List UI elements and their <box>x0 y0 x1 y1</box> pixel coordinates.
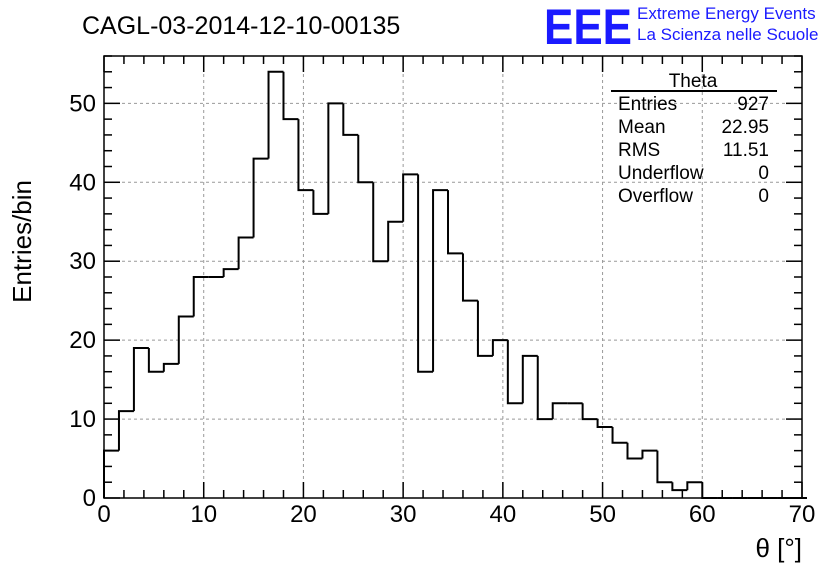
stats-label: Overflow <box>618 186 693 207</box>
histogram-bin <box>177 315 194 364</box>
histogram-bin <box>192 276 209 317</box>
histogram-bin <box>252 157 269 238</box>
x-tick-label: 40 <box>490 501 517 528</box>
y-tick-label: 20 <box>69 327 96 354</box>
histogram-bin <box>312 190 329 215</box>
histogram-bin <box>447 190 463 255</box>
histogram-bin <box>671 482 688 492</box>
y-tick-label: 0 <box>83 485 96 512</box>
histogram-bin <box>432 189 449 372</box>
histogram-bin <box>357 134 374 184</box>
histogram-bin <box>626 442 643 460</box>
logo-line-2: La Scienza nelle Scuole <box>637 25 818 44</box>
x-tick-label: 70 <box>789 501 816 528</box>
histogram-bin <box>147 348 164 373</box>
stats-box-title: Theta <box>669 71 718 92</box>
histogram-bin <box>132 347 149 412</box>
histogram-bin <box>372 182 389 263</box>
histogram-bin <box>103 449 119 498</box>
stats-label: Entries <box>618 94 677 115</box>
stats-label: Underflow <box>618 163 704 184</box>
stats-label: RMS <box>618 140 660 161</box>
histogram-bin <box>461 253 478 302</box>
histogram-bin <box>581 403 598 421</box>
histogram-bin <box>476 300 493 357</box>
histogram-bin <box>417 174 434 373</box>
histogram-bin <box>596 419 613 428</box>
logo-eee-text: EEE <box>544 0 632 55</box>
histogram-bin <box>342 103 359 136</box>
histogram-bin <box>237 236 254 270</box>
stats-value: 0 <box>758 163 769 184</box>
y-tick-label: 40 <box>69 169 96 196</box>
eee-logo: EEE Extreme Energy Events La Scienza nel… <box>544 0 818 55</box>
histogram-bin <box>536 355 553 421</box>
stats-box: Theta Entries 927 Mean 22.95 RMS 11.51 Underfl… <box>611 71 777 207</box>
histogram-bin <box>521 354 538 404</box>
histogram-bin <box>267 70 284 159</box>
x-tick-label: 30 <box>390 501 417 528</box>
grid-lines <box>104 56 802 498</box>
histogram-bin <box>402 173 419 222</box>
y-tick-label: 50 <box>69 90 96 117</box>
histogram-bin <box>611 426 628 444</box>
chart-title: CAGL-03-2014-12-10-00135 <box>82 12 400 40</box>
axes: 0 10 20 30 40 50 60 70 0 10 20 30 40 50 <box>69 55 816 528</box>
histogram-bin <box>117 410 134 451</box>
histogram-bin <box>282 71 299 121</box>
y-axis-label: Entries/bin <box>7 180 37 303</box>
stats-label: Mean <box>618 117 666 138</box>
x-tick-label: 10 <box>190 501 217 528</box>
x-tick-label: 50 <box>589 501 616 528</box>
histogram-bin <box>551 402 568 420</box>
x-tick-label: 60 <box>689 501 716 528</box>
histogram-bin <box>327 102 344 214</box>
y-tick-label: 10 <box>69 406 96 433</box>
x-tick-label: 0 <box>97 501 110 528</box>
logo-line-1: Extreme Energy Events <box>637 4 816 23</box>
histogram-bin <box>222 268 239 277</box>
stats-value: 22.95 <box>721 117 769 138</box>
histogram-bars <box>103 70 807 499</box>
stats-value: 11.51 <box>723 140 769 161</box>
stats-value: 927 <box>737 94 769 115</box>
x-axis-label: θ [°] <box>755 533 802 563</box>
histogram-bin <box>506 340 523 405</box>
histogram-bin <box>701 482 718 499</box>
histogram-bin <box>656 450 673 484</box>
histogram-bin <box>491 339 508 356</box>
y-tick-label: 30 <box>69 248 96 275</box>
histogram-bin <box>297 119 314 192</box>
x-tick-label: 20 <box>290 501 317 528</box>
histogram-bin <box>387 220 404 262</box>
stats-value: 0 <box>758 186 769 207</box>
stats-rows: Entries 927 Mean 22.95 RMS 11.51 Underflow 0 Ove… <box>618 94 769 207</box>
histogram-bin <box>641 449 658 459</box>
histogram-bin <box>686 481 703 491</box>
histogram-bin <box>162 362 179 372</box>
